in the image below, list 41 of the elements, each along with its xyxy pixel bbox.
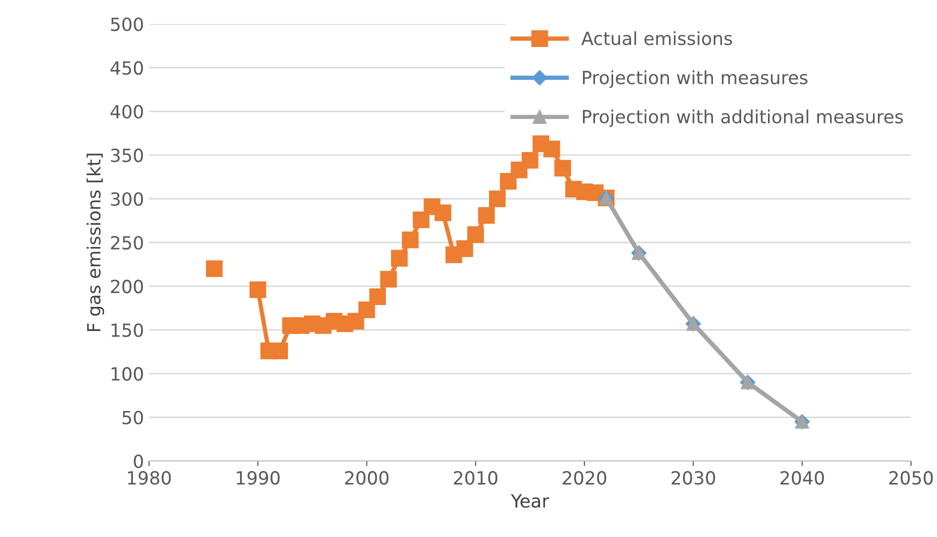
y-tick-label: 350 [111, 148, 143, 162]
y-tick-label: 0 [134, 454, 143, 468]
y-tick-label: 400 [110, 104, 143, 119]
point [434, 204, 452, 222]
point [554, 160, 571, 177]
y-tick-label: 500 [111, 17, 143, 32]
point [478, 207, 495, 224]
y-tick-label: 250 [111, 236, 143, 250]
x-tick-label: 2030 [672, 471, 716, 485]
legend-label: Actual emissions [581, 31, 732, 46]
x-tick-label: 2050 [889, 471, 933, 485]
x-tick-label: 1980 [128, 471, 171, 485]
point [369, 288, 386, 306]
point [206, 260, 223, 278]
point [250, 281, 266, 298]
y-axis-title: F gas emissions [kt] [86, 154, 104, 332]
point [489, 190, 506, 208]
legend-label: Projection with additional measures [582, 110, 903, 127]
y-tick-label: 150 [112, 323, 143, 338]
x-tick-label: 2010 [454, 471, 498, 485]
point [380, 270, 397, 288]
point [456, 240, 474, 257]
point [358, 301, 376, 318]
point [271, 342, 288, 360]
point [543, 140, 560, 158]
point [467, 226, 484, 243]
legend-label: Projection with measures [582, 70, 808, 88]
x-axis-title: Year [510, 494, 550, 508]
y-tick-label: 450 [110, 61, 143, 75]
y-tick-label: 300 [111, 192, 143, 206]
y-tick-label: 100 [112, 367, 143, 381]
point [402, 232, 419, 248]
x-tick-label: 1990 [236, 471, 280, 485]
y-tick-label: 200 [111, 280, 143, 294]
y-tick-label: 50 [122, 410, 143, 424]
x-tick-label: 2000 [345, 471, 388, 485]
point [522, 152, 538, 169]
point [391, 250, 408, 267]
x-tick-label: 2020 [562, 471, 606, 485]
point [412, 211, 430, 228]
x-tick-label: 2040 [780, 471, 824, 485]
